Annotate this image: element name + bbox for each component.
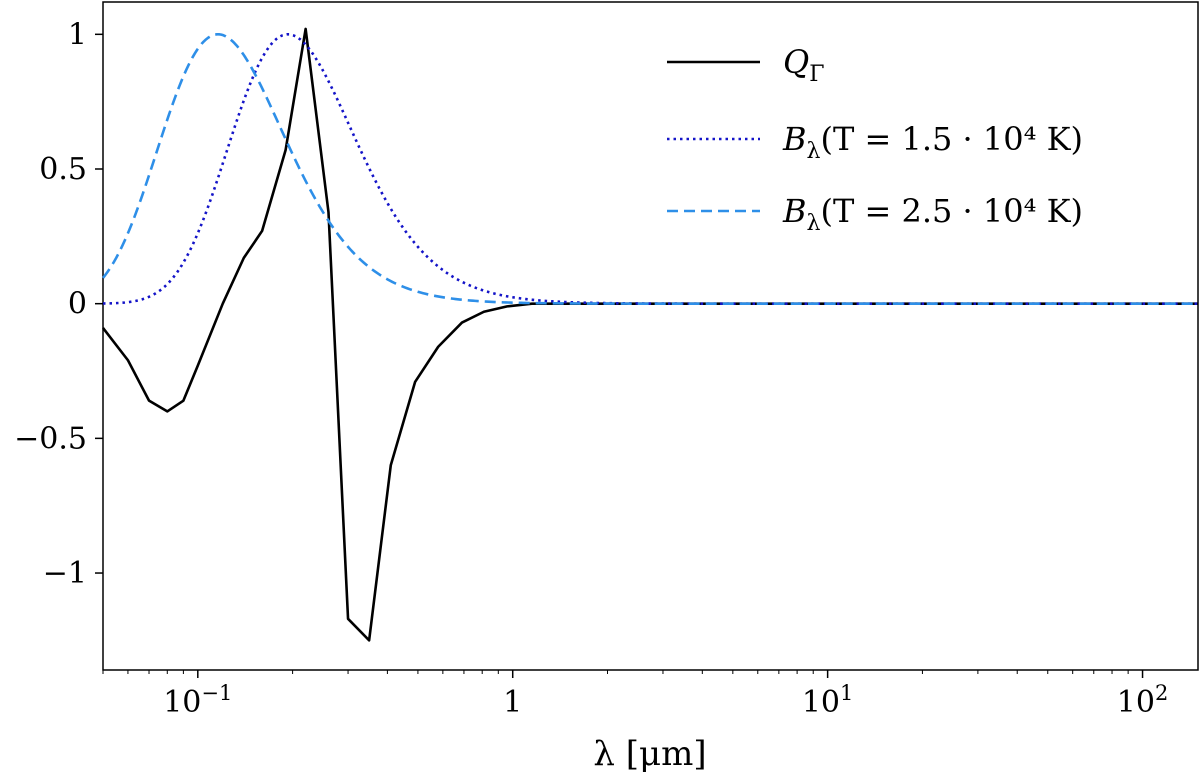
x-tick-label-1: 1 [503,685,522,720]
y-tick-label-2: 0 [68,287,87,322]
y-tick-label-1: 0.5 [39,152,87,187]
x-axis-label: λ [μm] [593,734,706,774]
y-axis: 1 0.5 0 −0.5 −1 [14,17,103,591]
series-line-1 [102,33,1198,305]
series-line-2 [101,33,1198,305]
y-tick-label-0: 1 [68,17,87,52]
series-layer [101,27,1198,642]
legend-entry-1: Bλ(T = 1.5 · 10⁴ K) [782,120,1083,164]
y-tick-label-4: −1 [43,556,87,591]
legend: QΓ Bλ(T = 1.5 · 10⁴ K) Bλ(T = 2.5 · 10⁴ K) [667,43,1083,236]
x-tick-label-3: 102 [1117,681,1169,720]
legend-entry-0: QΓ [783,43,825,87]
legend-entry-2: Bλ(T = 2.5 · 10⁴ K) [782,192,1083,236]
x-tick-label-0: 10−1 [163,681,232,720]
x-tick-label-2: 101 [802,681,854,720]
plot-frame [102,1,1199,671]
x-axis: 10−1 1 101 102 [102,670,1169,720]
y-tick-label-3: −0.5 [14,421,87,456]
